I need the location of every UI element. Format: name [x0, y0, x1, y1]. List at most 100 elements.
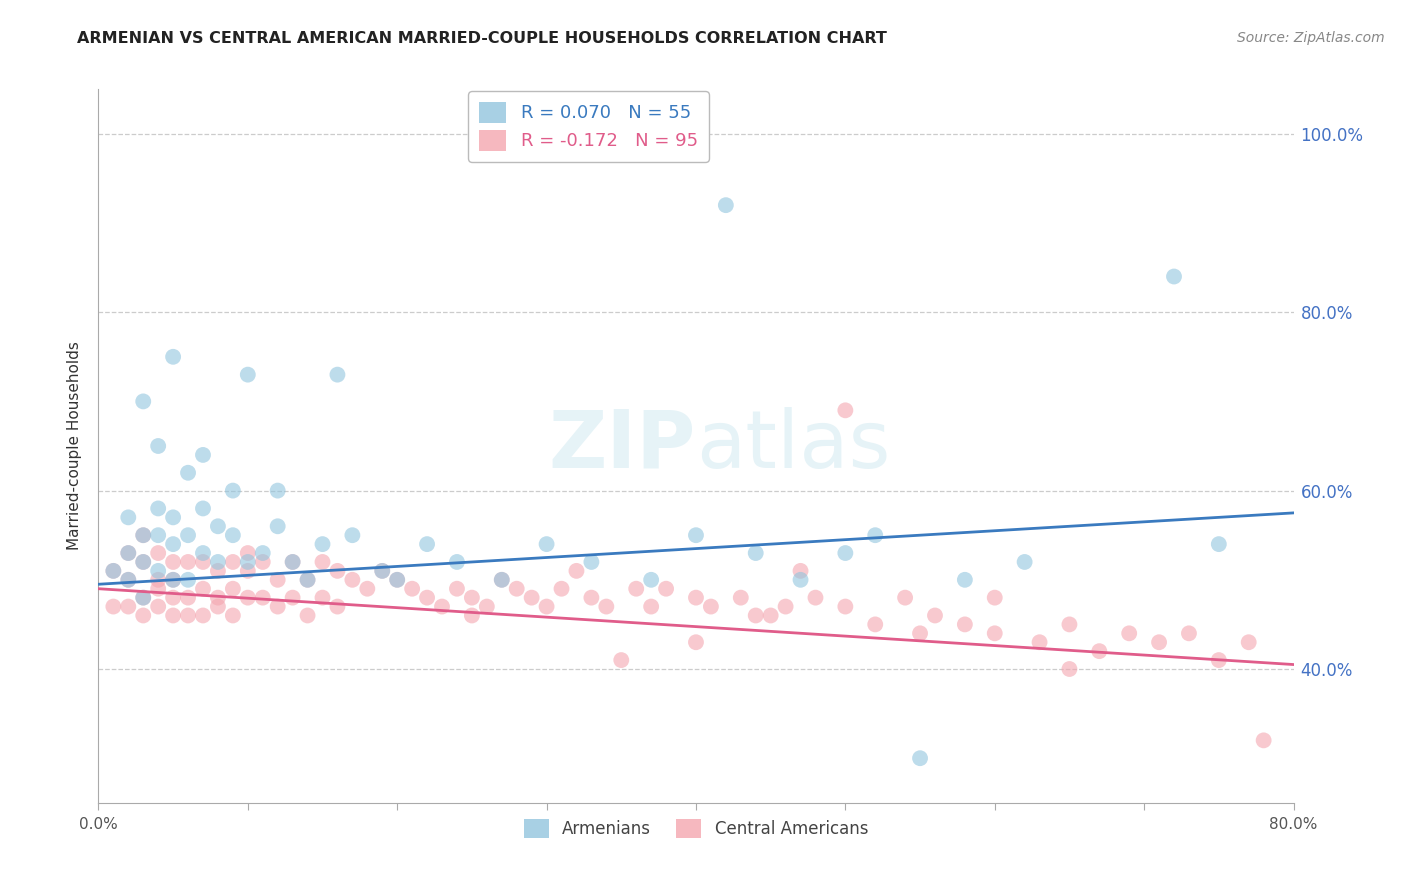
- Point: [191, 608, 214, 623]
- Point: [177, 608, 200, 623]
- Point: [162, 591, 184, 605]
- Y-axis label: Married-couple Households: Married-couple Households: [67, 342, 83, 550]
- Point: [894, 591, 917, 605]
- Point: [148, 528, 170, 542]
- Point: [908, 626, 931, 640]
- Point: [177, 591, 200, 605]
- Point: [461, 608, 484, 623]
- Point: [626, 582, 648, 596]
- Point: [1178, 626, 1201, 640]
- Point: [162, 573, 184, 587]
- Point: [1208, 653, 1230, 667]
- Point: [236, 368, 259, 382]
- Point: [446, 582, 468, 596]
- Point: [132, 608, 155, 623]
- Point: [177, 466, 200, 480]
- Point: [191, 555, 214, 569]
- Point: [342, 573, 364, 587]
- Point: [1028, 635, 1050, 649]
- Point: [595, 599, 617, 614]
- Point: [834, 599, 856, 614]
- Text: Source: ZipAtlas.com: Source: ZipAtlas.com: [1237, 31, 1385, 45]
- Legend: Armenians, Central Americans: Armenians, Central Americans: [517, 812, 875, 845]
- Point: [326, 564, 349, 578]
- Point: [148, 501, 170, 516]
- Point: [565, 564, 588, 578]
- Text: ZIP: ZIP: [548, 407, 696, 485]
- Point: [356, 582, 378, 596]
- Point: [491, 573, 513, 587]
- Point: [267, 573, 290, 587]
- Point: [1088, 644, 1111, 658]
- Point: [236, 591, 259, 605]
- Point: [491, 573, 513, 587]
- Point: [222, 528, 245, 542]
- Point: [297, 608, 319, 623]
- Point: [984, 626, 1007, 640]
- Point: [207, 564, 229, 578]
- Point: [162, 555, 184, 569]
- Point: [177, 528, 200, 542]
- Point: [1059, 617, 1081, 632]
- Point: [132, 394, 155, 409]
- Point: [326, 599, 349, 614]
- Point: [924, 608, 946, 623]
- Point: [416, 537, 439, 551]
- Point: [1118, 626, 1140, 640]
- Point: [132, 591, 155, 605]
- Point: [207, 519, 229, 533]
- Point: [745, 546, 768, 560]
- Point: [700, 599, 723, 614]
- Point: [685, 528, 707, 542]
- Point: [640, 573, 662, 587]
- Point: [177, 573, 200, 587]
- Point: [475, 599, 498, 614]
- Point: [610, 653, 633, 667]
- Point: [207, 591, 229, 605]
- Point: [117, 546, 139, 560]
- Point: [132, 591, 155, 605]
- Point: [222, 483, 245, 498]
- Point: [252, 555, 274, 569]
- Point: [640, 599, 662, 614]
- Point: [148, 582, 170, 596]
- Point: [311, 591, 333, 605]
- Point: [953, 617, 976, 632]
- Point: [834, 403, 856, 417]
- Point: [117, 546, 139, 560]
- Point: [132, 528, 155, 542]
- Point: [117, 573, 139, 587]
- Point: [789, 564, 811, 578]
- Point: [191, 501, 214, 516]
- Point: [281, 591, 304, 605]
- Point: [745, 608, 768, 623]
- Point: [191, 546, 214, 560]
- Point: [1163, 269, 1185, 284]
- Point: [1208, 537, 1230, 551]
- Point: [222, 582, 245, 596]
- Point: [236, 564, 259, 578]
- Point: [385, 573, 409, 587]
- Point: [685, 591, 707, 605]
- Point: [685, 635, 707, 649]
- Point: [581, 591, 603, 605]
- Point: [222, 608, 245, 623]
- Point: [775, 599, 797, 614]
- Point: [550, 582, 572, 596]
- Point: [1253, 733, 1275, 747]
- Point: [371, 564, 394, 578]
- Point: [506, 582, 529, 596]
- Point: [148, 599, 170, 614]
- Point: [1237, 635, 1260, 649]
- Point: [148, 439, 170, 453]
- Point: [162, 350, 184, 364]
- Point: [236, 555, 259, 569]
- Point: [446, 555, 468, 569]
- Point: [536, 537, 558, 551]
- Point: [191, 582, 214, 596]
- Point: [103, 564, 125, 578]
- Point: [297, 573, 319, 587]
- Point: [326, 368, 349, 382]
- Point: [1014, 555, 1036, 569]
- Text: ARMENIAN VS CENTRAL AMERICAN MARRIED-COUPLE HOUSEHOLDS CORRELATION CHART: ARMENIAN VS CENTRAL AMERICAN MARRIED-COU…: [77, 31, 887, 46]
